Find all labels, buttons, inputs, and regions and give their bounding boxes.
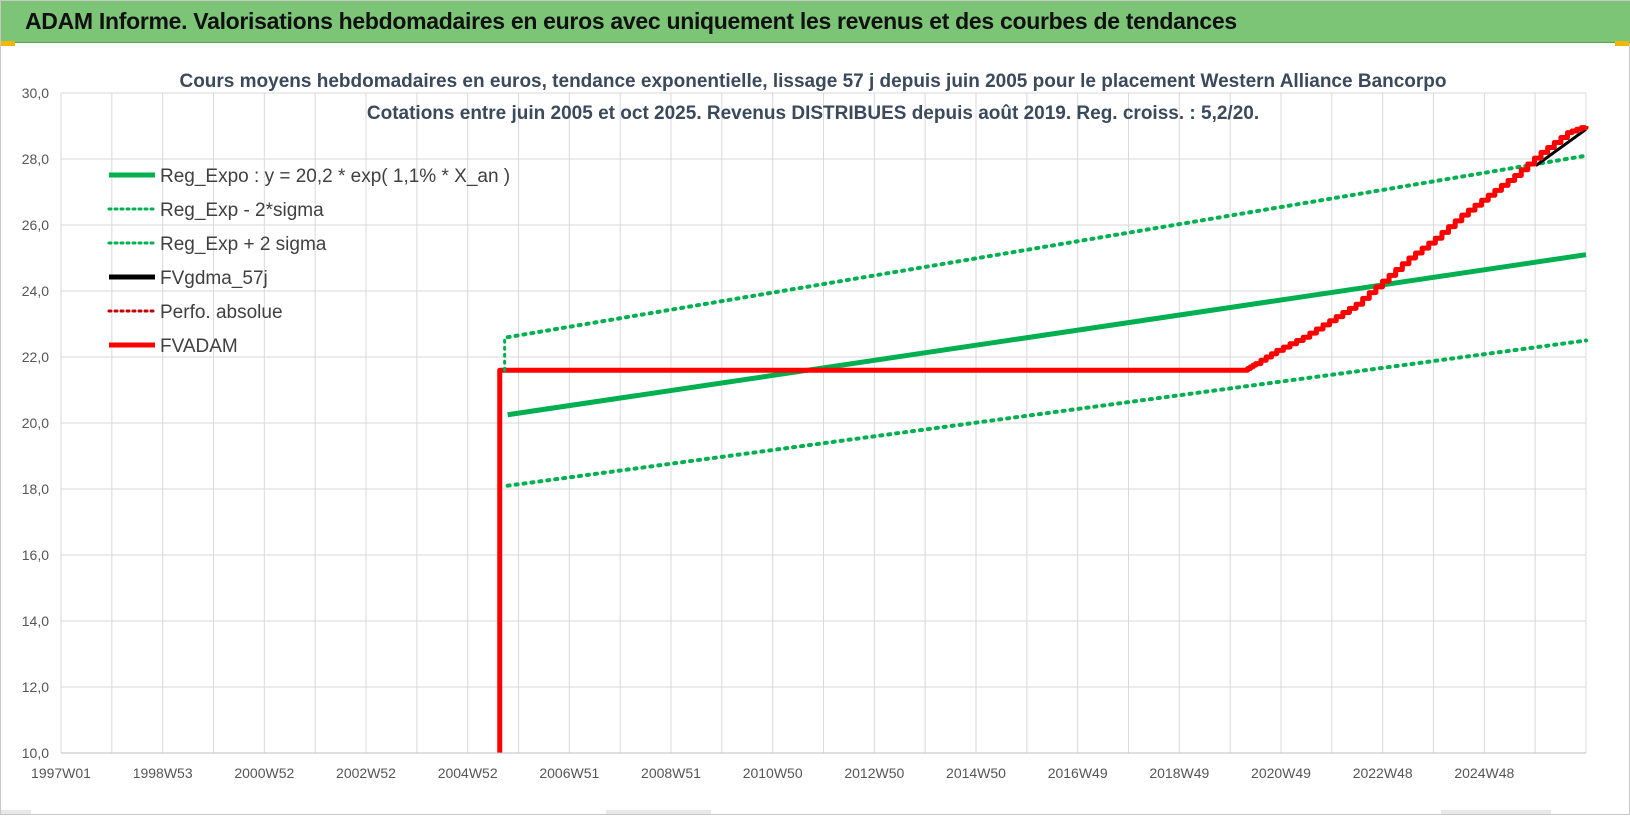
chart-title-block: Cours moyens hebdomadaires en euros, ten… (179, 71, 1446, 124)
axis-layer: 10,0 12,0 14,0 16,0 18,0 20,0 22,0 24,0 26,0 28,0… (22, 85, 1586, 781)
header-bar: ADAM Informe. Valorisations hebdomadaire… (1, 1, 1630, 43)
y-tick-label: 26,0 (22, 217, 49, 233)
x-tick-label: 2024W48 (1454, 765, 1514, 781)
x-tick-label: 2002W52 (336, 765, 396, 781)
chart-title-line-1: Cours moyens hebdomadaires en euros, ten… (179, 71, 1446, 92)
page-title: ADAM Informe. Valorisations hebdomadaire… (25, 8, 1237, 34)
x-tick-label: 2018W49 (1149, 765, 1209, 781)
legend-label-2: Reg_Exp + 2 sigma (160, 234, 327, 255)
legend-label-3: FVgdma_57j (160, 268, 268, 289)
x-tick-label: 2006W51 (539, 765, 599, 781)
bottom-strip-left (1, 810, 31, 814)
legend: Reg_Expo : y = 20,2 * exp( 1,1% * X_an )… (107, 166, 510, 357)
legend-label-4: Perfo. absolue (160, 302, 283, 323)
x-tick-label: 2016W49 (1048, 765, 1108, 781)
legend-label-0: Reg_Expo : y = 20,2 * exp( 1,1% * X_an ) (160, 166, 510, 187)
x-tick-label: 2012W50 (844, 765, 904, 781)
y-tick-label: 20,0 (22, 415, 49, 431)
x-tick-label: 2022W48 (1353, 765, 1413, 781)
y-tick-label: 28,0 (22, 151, 49, 167)
corner-marker-left (1, 41, 15, 46)
series-line-4 (497, 125, 1589, 753)
bottom-strip-right (1441, 810, 1551, 814)
corner-marker-right (1615, 41, 1629, 46)
chart-title-line-2: Cotations entre juin 2005 et oct 2025. R… (367, 103, 1259, 124)
x-tick-label: 2004W52 (438, 765, 498, 781)
y-tick-label: 24,0 (22, 283, 49, 299)
x-tick-label: 2020W49 (1251, 765, 1311, 781)
x-tick-label: 2000W52 (234, 765, 294, 781)
series-line-1 (505, 338, 1588, 488)
grid-layer (60, 92, 1587, 754)
x-tick-label: 2010W50 (743, 765, 803, 781)
legend-label-5: FVADAM (160, 336, 238, 357)
series-line-0 (507, 252, 1587, 418)
series-layer (497, 125, 1589, 753)
y-tick-label: 14,0 (22, 613, 49, 629)
y-tick-label: 22,0 (22, 349, 49, 365)
series-line-3 (1534, 128, 1587, 167)
series-line-2 (505, 153, 1588, 340)
x-tick-label: 2014W50 (946, 765, 1006, 781)
x-tick-label: 2008W51 (641, 765, 701, 781)
y-tick-label: 18,0 (22, 481, 49, 497)
y-tick-label: 16,0 (22, 547, 49, 563)
bottom-strip-middle (606, 810, 711, 814)
x-tick-label: 1998W53 (133, 765, 193, 781)
legend-label-1: Reg_Exp - 2*sigma (160, 200, 324, 221)
y-tick-label: 12,0 (22, 679, 49, 695)
x-tick-label: 1997W01 (31, 765, 91, 781)
y-tick-label: 30,0 (22, 85, 49, 101)
y-tick-label: 10,0 (22, 745, 49, 761)
